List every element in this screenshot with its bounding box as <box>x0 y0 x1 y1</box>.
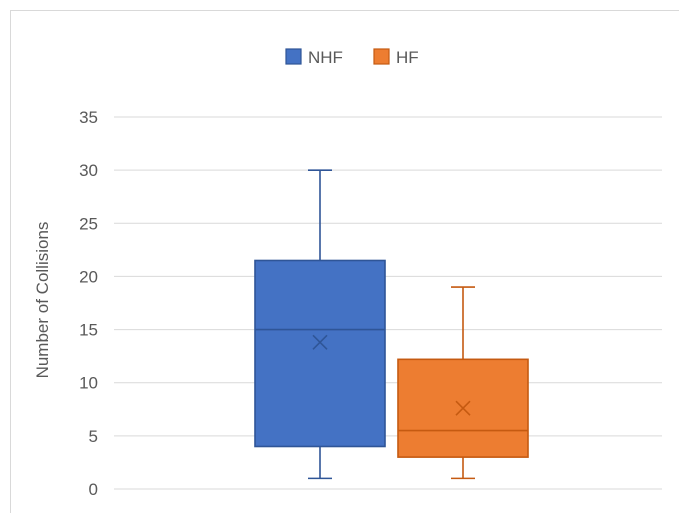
box-series <box>254 169 529 480</box>
legend-swatch <box>373 48 390 65</box>
y-tick-label: 10 <box>79 374 98 393</box>
box-nhf <box>254 169 386 480</box>
y-tick-label: 0 <box>89 480 98 499</box>
legend-label: HF <box>396 48 419 67</box>
y-tick-label: 5 <box>89 427 98 446</box>
box-hf <box>397 286 529 480</box>
box-body <box>254 259 386 448</box>
legend: NHF HF <box>285 48 419 67</box>
legend-swatch <box>285 48 302 65</box>
legend-item-nhf: NHF <box>285 48 343 67</box>
y-tick-label: 35 <box>79 108 98 127</box>
y-tick-label: 30 <box>79 161 98 180</box>
y-axis-ticks: 0 5 10 15 20 25 30 35 <box>79 108 98 499</box>
mean-marker <box>455 400 471 416</box>
legend-item-hf: HF <box>373 48 419 67</box>
y-axis-title: Number of Collisions <box>33 222 52 379</box>
y-tick-label: 25 <box>79 214 98 233</box>
legend-label: NHF <box>308 48 343 67</box>
mean-marker <box>312 334 328 350</box>
y-tick-label: 20 <box>79 267 98 286</box>
y-tick-label: 15 <box>79 321 98 340</box>
gridlines <box>114 116 662 490</box>
